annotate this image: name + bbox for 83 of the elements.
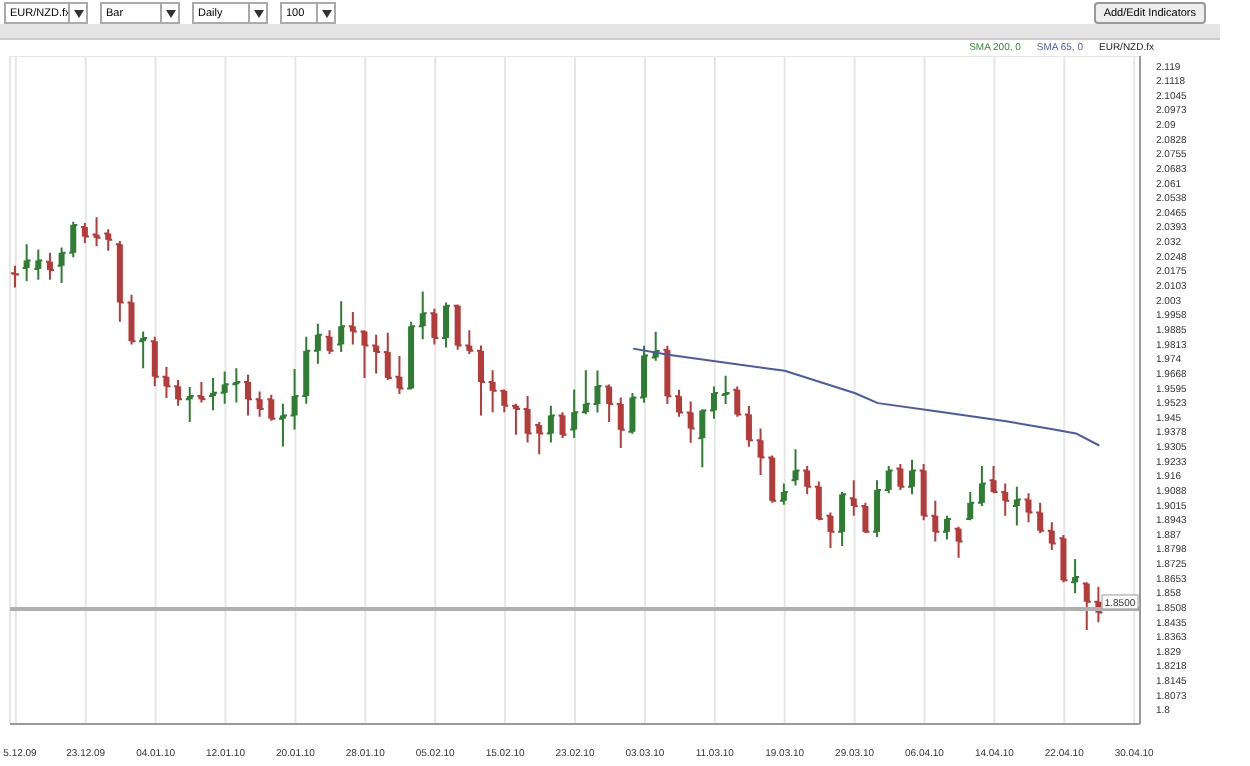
candlestick bbox=[163, 365, 170, 400]
candlestick bbox=[815, 480, 822, 522]
candlestick bbox=[734, 385, 741, 418]
candlestick bbox=[943, 514, 950, 541]
candlestick bbox=[1013, 485, 1020, 527]
candlestick bbox=[419, 290, 426, 341]
candlestick bbox=[559, 411, 566, 440]
candlestick bbox=[58, 246, 65, 285]
line-series bbox=[632, 347, 1101, 447]
candlestick bbox=[1060, 534, 1067, 584]
candlestick bbox=[862, 501, 869, 535]
candlestick bbox=[175, 378, 182, 407]
candlestick bbox=[1072, 557, 1079, 595]
candlestick bbox=[641, 344, 648, 404]
candlestick bbox=[361, 329, 368, 379]
candlestick bbox=[932, 499, 939, 543]
candlestick bbox=[70, 220, 77, 259]
candlestick bbox=[874, 479, 881, 539]
candlestick bbox=[780, 482, 787, 506]
candlestick bbox=[466, 329, 473, 356]
candlestick bbox=[757, 427, 764, 476]
candlestick bbox=[1083, 581, 1090, 631]
candlestick bbox=[955, 525, 962, 559]
candlestick bbox=[629, 392, 636, 435]
candlestick bbox=[314, 322, 321, 365]
candlestick bbox=[792, 448, 799, 487]
candlestick bbox=[1048, 521, 1055, 552]
candlestick bbox=[885, 465, 892, 495]
candlestick bbox=[291, 368, 298, 431]
candlestick bbox=[745, 404, 752, 448]
candlestick bbox=[967, 490, 974, 522]
candlestick bbox=[198, 380, 205, 404]
candlestick bbox=[23, 243, 30, 283]
candlestick bbox=[396, 355, 403, 396]
candlestick bbox=[93, 216, 100, 248]
candlestick bbox=[186, 385, 193, 423]
candlestick bbox=[571, 388, 578, 440]
candlestick bbox=[1002, 482, 1009, 517]
candlestick bbox=[664, 344, 671, 405]
candlestick bbox=[408, 320, 415, 391]
candlestick bbox=[839, 490, 846, 547]
candlestick bbox=[501, 388, 508, 414]
candlestick bbox=[81, 221, 88, 245]
candlestick bbox=[1037, 501, 1044, 535]
candlestick bbox=[1025, 492, 1032, 524]
candlestick bbox=[303, 335, 310, 405]
candlestick bbox=[221, 370, 228, 405]
candlestick bbox=[547, 404, 554, 444]
candlestick bbox=[35, 248, 42, 281]
candlestick bbox=[920, 463, 927, 522]
candlestick bbox=[326, 329, 333, 356]
candlestick bbox=[116, 240, 123, 323]
candlestick bbox=[804, 465, 811, 496]
candlestick bbox=[606, 383, 613, 424]
candlestick bbox=[268, 393, 275, 422]
candlestick bbox=[769, 454, 776, 504]
candlestick bbox=[384, 331, 391, 381]
candlestick bbox=[105, 228, 112, 252]
candlestick bbox=[454, 303, 461, 351]
candlestick bbox=[594, 369, 601, 414]
candlestick bbox=[46, 251, 53, 281]
candlestick bbox=[128, 293, 135, 346]
candlestick bbox=[687, 400, 694, 444]
candlestick bbox=[990, 465, 997, 495]
candlestick bbox=[256, 390, 263, 418]
candlestick bbox=[279, 402, 286, 448]
candlestick bbox=[140, 330, 147, 370]
candlestick bbox=[897, 463, 904, 491]
candlestick bbox=[373, 333, 380, 375]
candlestick bbox=[210, 376, 217, 412]
candlestick bbox=[536, 420, 543, 456]
candlestick bbox=[978, 465, 985, 508]
candlestick bbox=[617, 396, 624, 449]
candlestick bbox=[151, 335, 158, 388]
candlestick bbox=[338, 300, 345, 354]
candlestick bbox=[489, 369, 496, 414]
candlestick bbox=[827, 511, 834, 550]
candlestick bbox=[349, 311, 356, 346]
candlestick bbox=[850, 479, 857, 517]
candlestick bbox=[431, 307, 438, 346]
candlestick bbox=[699, 408, 706, 469]
candlestick bbox=[524, 395, 531, 444]
candlestick bbox=[582, 369, 589, 416]
